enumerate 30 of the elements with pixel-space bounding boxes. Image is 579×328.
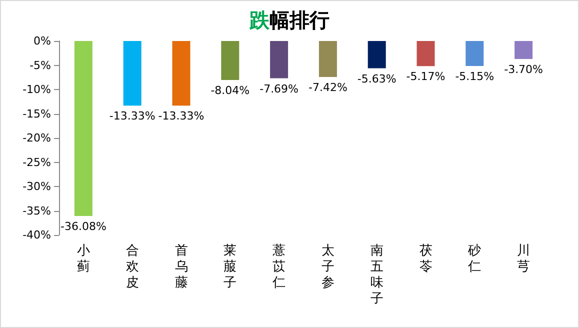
data-label: -36.08% bbox=[60, 220, 106, 233]
x-tick-label: 莱菔子 bbox=[224, 244, 237, 290]
data-label: -3.70% bbox=[504, 62, 544, 76]
x-tick-label: 太子参 bbox=[321, 244, 334, 290]
data-label: -13.33% bbox=[158, 110, 204, 123]
x-tick-label: 首乌藤 bbox=[174, 244, 188, 290]
y-tick-label: -5% bbox=[30, 58, 51, 72]
y-tick-label: -20% bbox=[22, 132, 51, 144]
data-label: -13.33% bbox=[109, 110, 156, 123]
x-tick-label: 薏苡仁 bbox=[272, 244, 286, 290]
x-tick-label: 川芎 bbox=[517, 244, 530, 274]
x-tick-label: 合欢皮 bbox=[126, 244, 139, 290]
x-tick-label: 茯苓 bbox=[419, 244, 432, 274]
x-tick-label: 砂仁 bbox=[467, 244, 482, 274]
y-tick-label: -25% bbox=[22, 156, 51, 169]
y-tick-label: 0% bbox=[34, 34, 51, 48]
data-label: -7.42% bbox=[308, 80, 348, 94]
y-tick-label: -30% bbox=[22, 180, 51, 193]
data-label: -5.17% bbox=[406, 70, 446, 84]
y-tick-label: -35% bbox=[22, 204, 51, 218]
data-label: -5.15% bbox=[455, 70, 494, 83]
x-tick-label: 小蓟 bbox=[76, 244, 90, 274]
chart-title: 跌幅排行 bbox=[248, 8, 330, 32]
y-tick-label: -15% bbox=[22, 107, 51, 120]
y-tick-label: -10% bbox=[22, 83, 51, 96]
data-label: -7.69% bbox=[260, 82, 299, 96]
x-tick-label: 南五味子 bbox=[370, 244, 384, 306]
data-label: -5.63% bbox=[357, 72, 396, 86]
data-label: -8.04% bbox=[210, 84, 250, 97]
y-tick-label: -40% bbox=[22, 228, 51, 242]
